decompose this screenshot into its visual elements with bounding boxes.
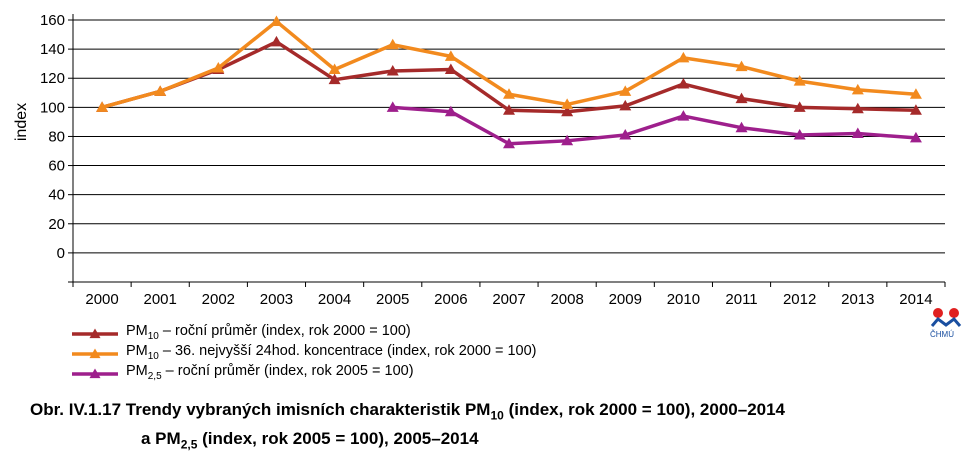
x-tick-label-2000: 2000 xyxy=(85,291,118,308)
x-tick-label-2008: 2008 xyxy=(550,291,583,308)
data-point-pm10_36-2009 xyxy=(619,85,632,96)
legend-marker-pm10_avg xyxy=(89,328,101,339)
x-tick-label-2012: 2012 xyxy=(783,291,816,308)
data-point-pm10_avg-2006 xyxy=(444,63,457,74)
series-line-pm10_avg xyxy=(101,40,916,114)
legend-swatch-pm10-36 xyxy=(72,348,118,359)
legend-swatch-pm25-avg xyxy=(72,368,118,379)
data-point-pm25_avg-2014 xyxy=(909,131,922,143)
data-point-pm10_avg-2012 xyxy=(793,101,806,112)
legend-marker-pm25_avg xyxy=(89,368,101,379)
x-tick-label-2001: 2001 xyxy=(144,291,177,308)
data-point-pm10_36-2012 xyxy=(793,75,806,86)
legend: PM10 – roční průměr (index, rok 2000 = 1… xyxy=(72,323,537,384)
x-tick-label-2010: 2010 xyxy=(667,291,700,308)
data-point-pm10_36-2006 xyxy=(444,50,457,61)
data-point-pm10_avg-2011 xyxy=(735,92,748,104)
data-point-pm25_avg-2012 xyxy=(793,128,806,140)
caption-line-2: a PM2,5 (index, rok 2005 = 100), 2005–20… xyxy=(141,429,479,452)
data-point-pm25_avg-2007 xyxy=(503,137,515,149)
data-point-pm10_avg-2008 xyxy=(561,105,574,117)
data-point-pm10_36-2003 xyxy=(270,15,283,26)
legend-label-pm10-avg: PM10 – roční průměr (index, rok 2000 = 1… xyxy=(126,323,411,342)
y-axis-label: index xyxy=(13,103,30,141)
data-point-pm10_36-2013 xyxy=(851,83,864,95)
data-point-pm10_36-2007 xyxy=(503,88,515,99)
data-point-pm10_avg-2005 xyxy=(386,64,399,76)
legend-label-pm10-36: PM10 – 36. nejvyšší 24hod. koncentrace (… xyxy=(126,343,537,362)
data-point-pm25_avg-2006 xyxy=(444,105,457,117)
data-point-pm10_36-2000 xyxy=(96,101,109,112)
y-tick-label-80: 80 xyxy=(48,128,65,145)
data-point-pm10_avg-2004 xyxy=(328,73,341,85)
data-point-pm10_36-2004 xyxy=(328,63,341,74)
x-tick-label-2002: 2002 xyxy=(202,291,235,308)
data-point-pm10_36-2008 xyxy=(561,98,574,109)
series-group xyxy=(96,15,922,149)
y-tick-label-60: 60 xyxy=(48,158,65,175)
y-tick-label-0: 0 xyxy=(57,245,65,262)
x-tick-label-2007: 2007 xyxy=(492,291,525,308)
x-tick-label-2009: 2009 xyxy=(609,291,642,308)
x-tick-label-2006: 2006 xyxy=(434,291,467,308)
x-tick-label-2013: 2013 xyxy=(841,291,874,308)
legend-item-pm10-36: PM10 – 36. nejvyšší 24hod. koncentrace (… xyxy=(72,343,537,364)
legend-item-pm25-avg: PM2,5 – roční průměr (index, rok 2005 = … xyxy=(72,363,537,384)
figure-caption: Obr. IV.1.17 Trendy vybraných imisních c… xyxy=(30,398,970,457)
data-point-pm10_avg-2014 xyxy=(909,104,922,115)
y-tick-labels: 0 20 40 60 80 100 120 140 160 xyxy=(40,12,65,262)
x-tick-label-2005: 2005 xyxy=(376,291,409,308)
data-point-pm25_avg-2008 xyxy=(561,134,574,146)
data-point-pm10_avg-2003 xyxy=(270,35,283,47)
data-point-pm10_avg-2009 xyxy=(619,99,632,111)
data-point-pm10_avg-2010 xyxy=(677,78,690,89)
data-point-pm10_36-2010 xyxy=(677,51,690,63)
x-tick-label-2003: 2003 xyxy=(260,291,293,308)
data-point-pm10_36-2001 xyxy=(154,85,167,96)
data-point-pm25_avg-2010 xyxy=(677,110,690,121)
x-tick-label-2004: 2004 xyxy=(318,291,351,308)
y-tick-label-160: 160 xyxy=(40,12,65,29)
legend-label-pm25-avg: PM2,5 – roční průměr (index, rok 2005 = … xyxy=(126,363,414,382)
y-tick-label-20: 20 xyxy=(48,216,65,233)
series-line-pm25_avg xyxy=(392,105,917,146)
grid-lines xyxy=(73,19,945,254)
x-tick-labels: 2000 2001 2002 2003 2004 2005 2006 2007 2008 2009… xyxy=(85,291,932,308)
chmu-logo: ČHMÚ xyxy=(926,306,966,342)
data-point-pm10_36-2011 xyxy=(735,60,748,72)
data-point-pm25_avg-2011 xyxy=(735,121,748,133)
data-point-pm10_36-2002 xyxy=(212,62,225,73)
chmu-logo-text: ČHMÚ xyxy=(930,330,954,339)
data-point-pm10_36-2005 xyxy=(386,38,399,50)
x-tick-label-2011: 2011 xyxy=(725,291,757,308)
y-tick-label-140: 140 xyxy=(40,41,65,58)
legend-marker-pm10_36 xyxy=(89,348,101,359)
legend-item-pm10-avg: PM10 – roční průměr (index, rok 2000 = 1… xyxy=(72,323,537,344)
axes xyxy=(68,14,946,287)
data-point-pm10_avg-2013 xyxy=(851,102,864,114)
legend-swatch-pm10-avg xyxy=(72,328,118,339)
y-tick-label-120: 120 xyxy=(40,70,65,87)
y-tick-label-100: 100 xyxy=(40,99,65,116)
data-point-pm10_36-2014 xyxy=(909,88,922,99)
x-tick-label-2014: 2014 xyxy=(899,291,932,308)
data-point-pm25_avg-2005 xyxy=(386,101,399,112)
caption-line-1: Obr. IV.1.17 Trendy vybraných imisních c… xyxy=(30,400,786,423)
data-point-pm10_avg-2007 xyxy=(503,104,515,115)
y-tick-label-40: 40 xyxy=(48,187,65,204)
data-point-pm25_avg-2009 xyxy=(619,128,632,140)
data-point-pm25_avg-2013 xyxy=(851,127,864,139)
chmu-logo-icon xyxy=(930,308,962,327)
